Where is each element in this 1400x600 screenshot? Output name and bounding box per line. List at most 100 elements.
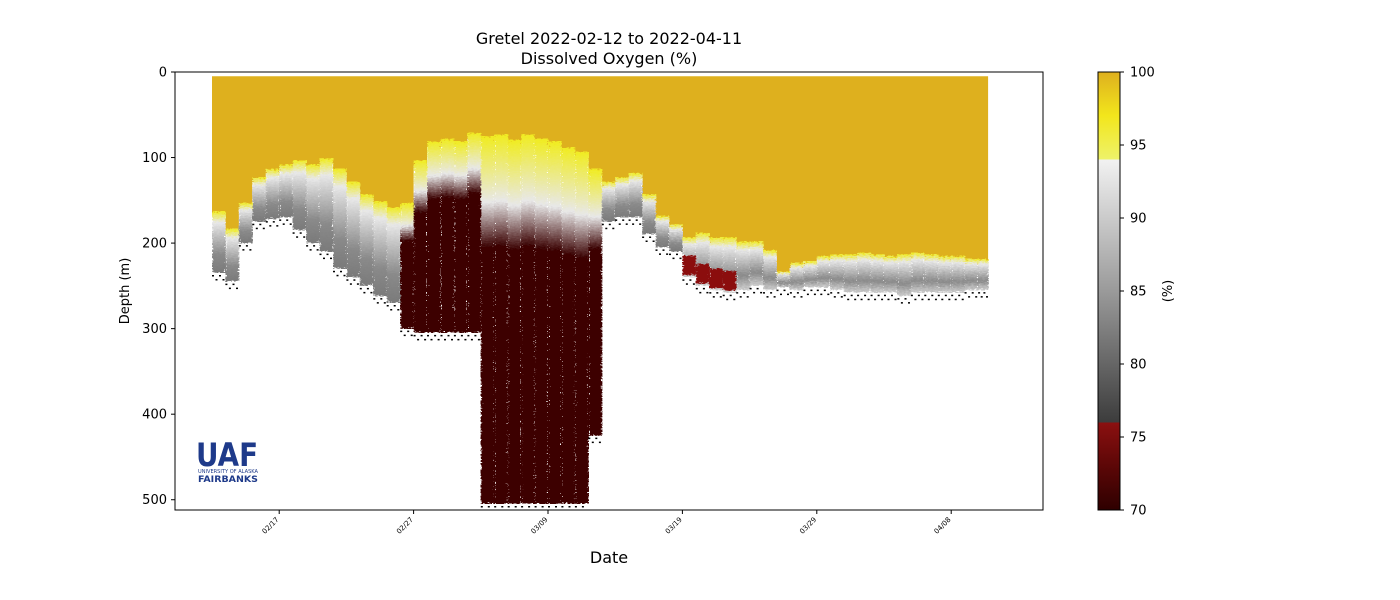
measurement-speck	[891, 294, 893, 297]
measurement-speck	[692, 283, 695, 285]
measurement-speck	[806, 293, 809, 296]
measurement-speck	[904, 298, 907, 300]
measurement-speck	[867, 298, 870, 301]
depth-profile-column	[601, 181, 616, 222]
saturated-layer	[212, 76, 989, 278]
measurement-speck	[514, 506, 517, 508]
measurement-speck	[316, 249, 319, 251]
measurement-speck	[444, 338, 446, 341]
measurement-speck	[914, 298, 917, 301]
measurement-speck	[827, 293, 830, 296]
uaf-logo-line1: UNIVERSITY OF ALASKA	[198, 469, 259, 475]
measurement-speck	[252, 223, 255, 226]
depth-profile-column	[346, 181, 361, 278]
measurement-speck	[870, 294, 873, 297]
colorbar-scale	[1097, 71, 1121, 511]
measurement-speck	[881, 298, 884, 301]
measurement-speck	[796, 292, 799, 294]
colorbar-tick-label: 80	[1130, 358, 1147, 373]
measurement-speck	[487, 506, 490, 508]
measurement-speck	[262, 227, 265, 230]
measurement-speck	[366, 287, 369, 290]
y-tick-label: 300	[142, 322, 167, 337]
measurement-speck	[474, 334, 477, 337]
depth-profile-column	[225, 228, 240, 282]
chart-subtitle: Dissolved Oxygen (%)	[521, 49, 698, 68]
measurement-speck	[850, 294, 853, 297]
measurement-speck	[346, 279, 349, 281]
measurement-speck	[494, 506, 497, 508]
measurement-speck	[249, 249, 252, 251]
measurement-speck	[420, 334, 423, 337]
measurement-speck	[622, 219, 625, 221]
measurement-speck	[386, 305, 389, 307]
measurement-speck	[860, 298, 863, 301]
measurement-speck	[766, 296, 769, 298]
measurement-speck	[941, 298, 944, 301]
measurement-speck	[776, 289, 779, 292]
low-oxygen-patch	[722, 270, 737, 291]
measurement-speck	[534, 506, 537, 508]
measurement-speck	[608, 223, 611, 226]
measurement-speck	[265, 221, 268, 223]
measurement-speck	[390, 309, 393, 311]
depth-profile-column	[548, 141, 562, 505]
measurement-speck	[393, 305, 396, 307]
measurement-speck	[800, 296, 803, 298]
depth-profile-column	[373, 201, 388, 297]
measurement-speck	[236, 287, 238, 290]
measurement-speck	[356, 283, 359, 285]
measurement-speck	[306, 245, 309, 247]
measurement-speck	[410, 334, 413, 337]
measurement-speck	[847, 298, 850, 301]
depth-profile-column	[440, 138, 455, 333]
measurement-speck	[897, 298, 900, 300]
measurement-speck	[652, 240, 655, 242]
measurement-speck	[467, 334, 470, 337]
x-axis-label: Date	[590, 548, 628, 567]
measurement-speck	[857, 294, 860, 297]
depth-profile-column	[910, 252, 925, 293]
y-tick-label: 200	[142, 237, 167, 252]
measurement-speck	[427, 334, 429, 337]
measurement-speck	[733, 298, 736, 301]
measurement-speck	[753, 291, 756, 294]
depth-profile-column	[588, 168, 603, 436]
measurement-speck	[615, 219, 618, 221]
plot-frame	[174, 71, 1044, 511]
measurement-speck	[521, 506, 524, 508]
measurement-speck	[574, 506, 577, 508]
measurement-speck	[676, 253, 678, 256]
measurement-speck	[407, 330, 410, 333]
measurement-speck	[944, 294, 947, 297]
measurement-speck	[255, 227, 258, 230]
measurement-speck	[961, 298, 964, 301]
measurement-speck	[282, 223, 285, 225]
measurement-speck	[682, 279, 685, 281]
measurement-speck	[430, 338, 433, 341]
measurement-speck	[986, 296, 988, 298]
measurement-speck	[440, 334, 443, 337]
y-axis: 0 100 200 300 400 500	[142, 66, 175, 508]
measurement-speck	[434, 334, 437, 337]
measurement-speck	[309, 249, 312, 251]
measurement-speck	[598, 441, 601, 444]
measurement-speck	[666, 253, 669, 255]
measurement-speck	[259, 223, 262, 226]
uaf-logo-letters: UAF	[196, 436, 258, 474]
depth-profile-column	[884, 255, 898, 293]
measurement-speck	[689, 279, 692, 281]
measurement-speck	[900, 302, 903, 304]
measurement-speck	[279, 219, 282, 221]
measurement-speck	[299, 232, 302, 234]
measurement-speck	[417, 338, 420, 341]
colorbar-tick-label: 85	[1130, 285, 1147, 300]
measurement-speck	[453, 334, 456, 337]
depth-profile-column	[238, 202, 253, 244]
measurement-speck	[326, 253, 329, 256]
measurement-speck	[625, 223, 628, 225]
colorbar-tick-label: 70	[1130, 504, 1147, 519]
measurement-speck	[830, 292, 833, 294]
measurement-speck	[470, 338, 473, 341]
